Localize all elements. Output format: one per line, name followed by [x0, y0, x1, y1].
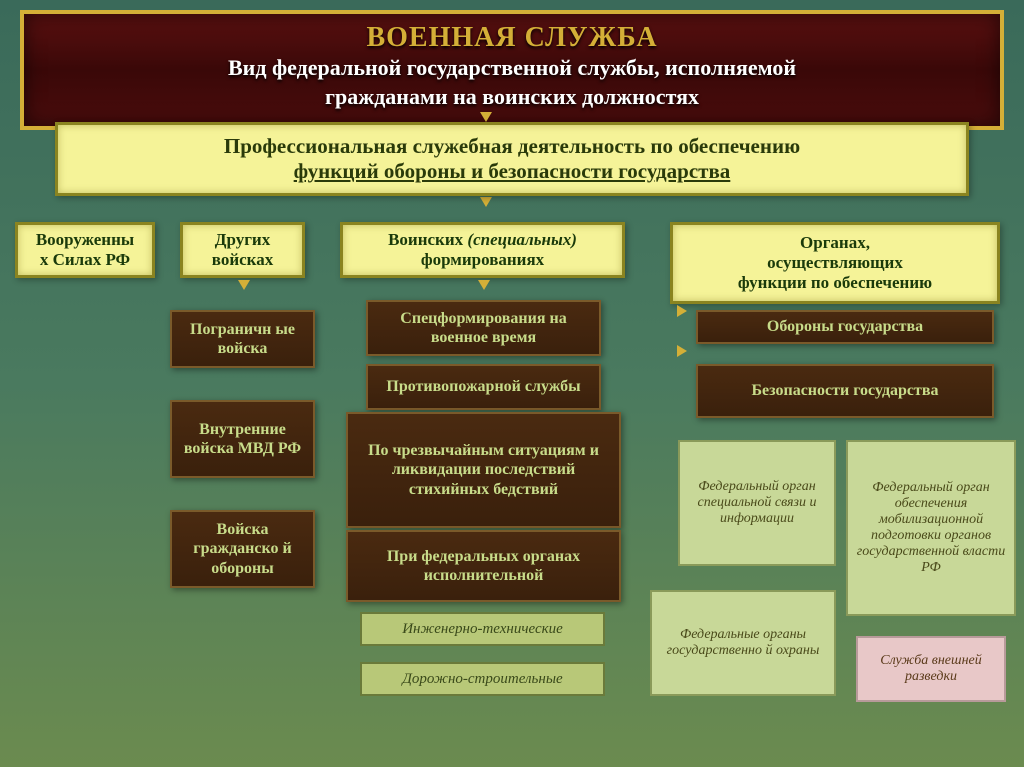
- box-internal-troops: Внутренние войска МВД РФ: [170, 400, 315, 478]
- category-armed-forces: Вооруженны х Силах РФ: [15, 222, 155, 278]
- box-emergency: По чрезвычайным ситуациям и ликвидации п…: [346, 412, 621, 528]
- sub-mobilization: Федеральный орган обеспечения мобилизаци…: [846, 440, 1016, 616]
- category-other-troops: Других войсках: [180, 222, 305, 278]
- box-label: Противопожарной службы: [386, 377, 580, 396]
- cat-label: осуществляющих: [767, 253, 903, 273]
- box-federal-exec: При федеральных органах исполнительной: [346, 530, 621, 602]
- box-label: По чрезвычайным ситуациям и ликвидации п…: [356, 441, 611, 499]
- sub-label: Федеральный орган специальной связи и ин…: [688, 479, 826, 527]
- arrow-icon: [478, 280, 490, 290]
- cat-label: войсках: [212, 250, 273, 270]
- cat-label: функции по обеспечению: [738, 273, 932, 293]
- box-security-state: Безопасности государства: [696, 364, 994, 418]
- box-label: Спецформирования на военное время: [376, 309, 591, 347]
- sub-label: Инженерно-технические: [402, 621, 563, 638]
- cat-label: формированиях: [421, 250, 544, 270]
- arrow-icon: [677, 345, 687, 357]
- header-title: ВОЕННАЯ СЛУЖБА: [44, 22, 980, 54]
- sub-state-guard: Федеральные органы государственно й охра…: [650, 590, 836, 696]
- sub-label: Федеральные органы государственно й охра…: [660, 627, 826, 659]
- arrow-icon: [480, 197, 492, 207]
- cat-label: Других: [215, 230, 270, 250]
- arrow-icon: [480, 112, 492, 122]
- sub-label: Дорожно-строительные: [402, 671, 562, 688]
- sub-label: Федеральный орган обеспечения мобилизаци…: [856, 480, 1006, 577]
- cat-label: х Силах РФ: [40, 250, 130, 270]
- definition-line1: Профессиональная служебная деятельность …: [224, 134, 800, 159]
- category-special-formations: Воинских (специальных) формированиях: [340, 222, 625, 278]
- box-fire-service: Противопожарной службы: [366, 364, 601, 410]
- category-organs: Органах, осуществляющих функции по обесп…: [670, 222, 1000, 304]
- cat-label: Вооруженны: [36, 230, 134, 250]
- cat-label: Органах,: [800, 233, 870, 253]
- definition-line2: функций обороны и безопасности государст…: [294, 159, 731, 184]
- sub-label: Служба внешней разведки: [866, 653, 996, 685]
- box-label: Безопасности государства: [751, 381, 938, 400]
- sub-special-comm: Федеральный орган специальной связи и ин…: [678, 440, 836, 566]
- sub-road: Дорожно-строительные: [360, 662, 605, 696]
- header-box: ВОЕННАЯ СЛУЖБА Вид федеральной государст…: [20, 10, 1004, 130]
- arrow-icon: [677, 305, 687, 317]
- box-defense-state: Обороны государства: [696, 310, 994, 344]
- cat-label-italic: (специальных): [467, 230, 577, 249]
- box-civil-defense: Войска гражданско й обороны: [170, 510, 315, 588]
- arrow-icon: [238, 280, 250, 290]
- box-label: Обороны государства: [767, 317, 923, 336]
- box-label: Пограничн ые войска: [180, 320, 305, 358]
- header-sub-1: Вид федеральной государственной службы, …: [44, 54, 980, 83]
- header-sub-2: гражданами на воинских должностях: [44, 83, 980, 112]
- box-label: При федеральных органах исполнительной: [356, 547, 611, 585]
- box-label: Войска гражданско й обороны: [180, 520, 305, 578]
- box-border-troops: Пограничн ые войска: [170, 310, 315, 368]
- definition-box: Профессиональная служебная деятельность …: [55, 122, 969, 196]
- sub-engineering: Инженерно-технические: [360, 612, 605, 646]
- box-label: Внутренние войска МВД РФ: [180, 420, 305, 458]
- sub-foreign-intel: Служба внешней разведки: [856, 636, 1006, 702]
- box-spec-formations: Спецформирования на военное время: [366, 300, 601, 356]
- cat-label: Воинских: [388, 230, 467, 249]
